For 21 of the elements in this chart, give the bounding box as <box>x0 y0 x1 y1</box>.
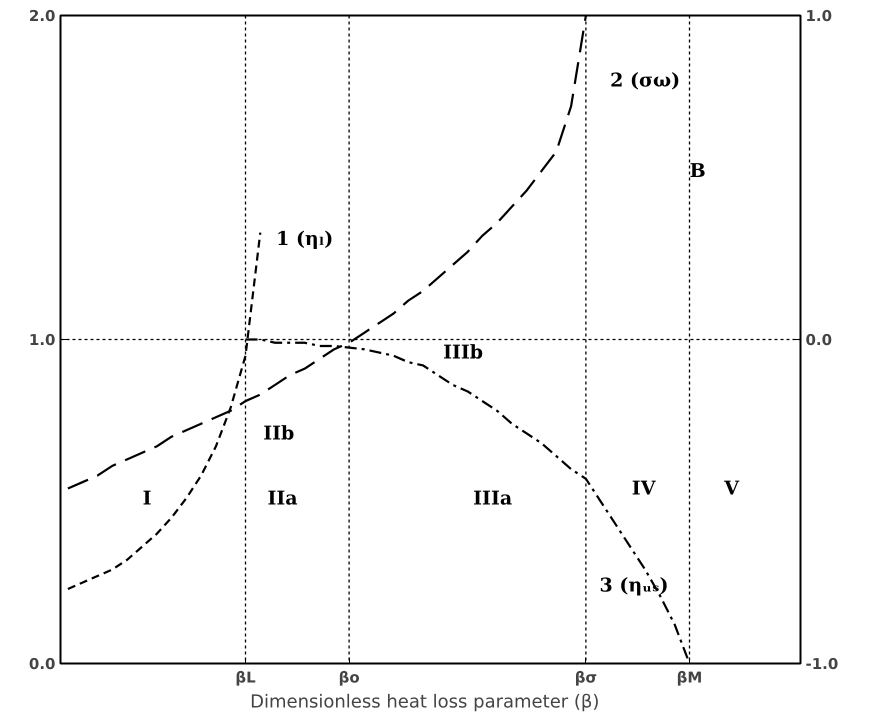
annotation: IIa <box>267 487 298 510</box>
annotation: 2 (σω) <box>610 69 680 92</box>
annotation: B <box>690 160 706 182</box>
y-tick-label: 2.0 <box>28 7 56 25</box>
annotation: IIIb <box>443 341 484 364</box>
x-axis-title: Dimensionless heat loss parameter (β) <box>250 692 600 712</box>
y-tick-label: 1.0 <box>28 331 56 349</box>
y2-tick-label: -1.0 <box>806 655 838 673</box>
x-tick-label: βM <box>676 668 702 686</box>
annotation: IIb <box>263 422 294 444</box>
x-tick-label: βσ <box>574 668 598 686</box>
annotation: I <box>142 487 152 510</box>
annotation: V <box>723 478 740 500</box>
x-tick-label: βo <box>338 668 360 686</box>
y-tick-label: 0.0 <box>28 655 56 673</box>
y2-tick-label: 0.0 <box>806 331 832 349</box>
annotation: IV <box>632 478 657 500</box>
annotation: 1 (ηₗ) <box>276 228 334 250</box>
y2-tick-label: 1.0 <box>806 7 832 25</box>
x-tick-label: βL <box>235 668 256 686</box>
annotation: IIIa <box>473 487 512 510</box>
